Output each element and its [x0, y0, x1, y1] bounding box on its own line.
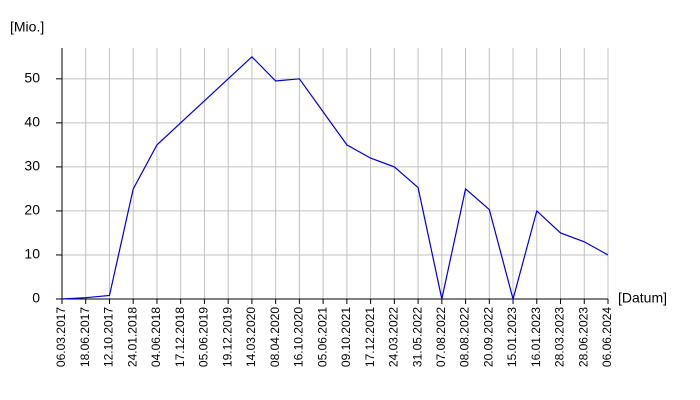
x-tick-label: 14.03.2020 — [244, 307, 258, 367]
x-tick-label: 16.01.2023 — [529, 307, 543, 367]
x-tick-label: 08.04.2020 — [268, 307, 282, 367]
y-tick-label: 40 — [24, 114, 40, 130]
y-tick-label: 30 — [24, 158, 40, 174]
y-tick-label: 50 — [24, 70, 40, 86]
y-tick-label: 20 — [24, 202, 40, 218]
x-tick-label: 24.03.2022 — [387, 307, 401, 367]
x-tick-label: 08.08.2022 — [458, 307, 472, 367]
x-tick-label: 07.08.2022 — [434, 307, 448, 367]
data-line — [61, 55, 609, 302]
y-tick-label: 10 — [24, 246, 40, 262]
x-tick-label: 28.06.2023 — [576, 307, 590, 367]
x-tick-label: 05.06.2019 — [197, 307, 211, 367]
x-tick-label: 17.12.2018 — [173, 307, 187, 367]
x-tick-label: 12.10.2017 — [102, 307, 116, 367]
x-tick-label: 15.01.2023 — [505, 307, 519, 367]
y-axis-label: [Mio.] — [10, 19, 44, 35]
x-tick-label: 04.06.2018 — [149, 307, 163, 367]
x-tick-label: 19.12.2019 — [220, 307, 234, 367]
x-tick-label: 16.10.2020 — [292, 307, 306, 367]
x-tick-label: 20.09.2022 — [481, 307, 495, 367]
x-tick-label: 17.12.2021 — [363, 307, 377, 367]
x-axis-label: [Datum] — [618, 290, 667, 306]
x-tick-label: 18.06.2017 — [78, 307, 92, 367]
x-tick-label: 06.06.2024 — [600, 307, 614, 367]
x-tick-label: 28.03.2023 — [553, 307, 567, 367]
y-tick-label: 0 — [32, 290, 40, 306]
x-tick-label: 24.01.2018 — [125, 307, 139, 367]
x-tick-label: 05.06.2021 — [315, 307, 329, 367]
x-tick-label: 06.03.2017 — [54, 307, 68, 367]
x-tick-label: 09.10.2021 — [339, 307, 353, 367]
x-tick-label: 31.05.2022 — [410, 307, 424, 367]
